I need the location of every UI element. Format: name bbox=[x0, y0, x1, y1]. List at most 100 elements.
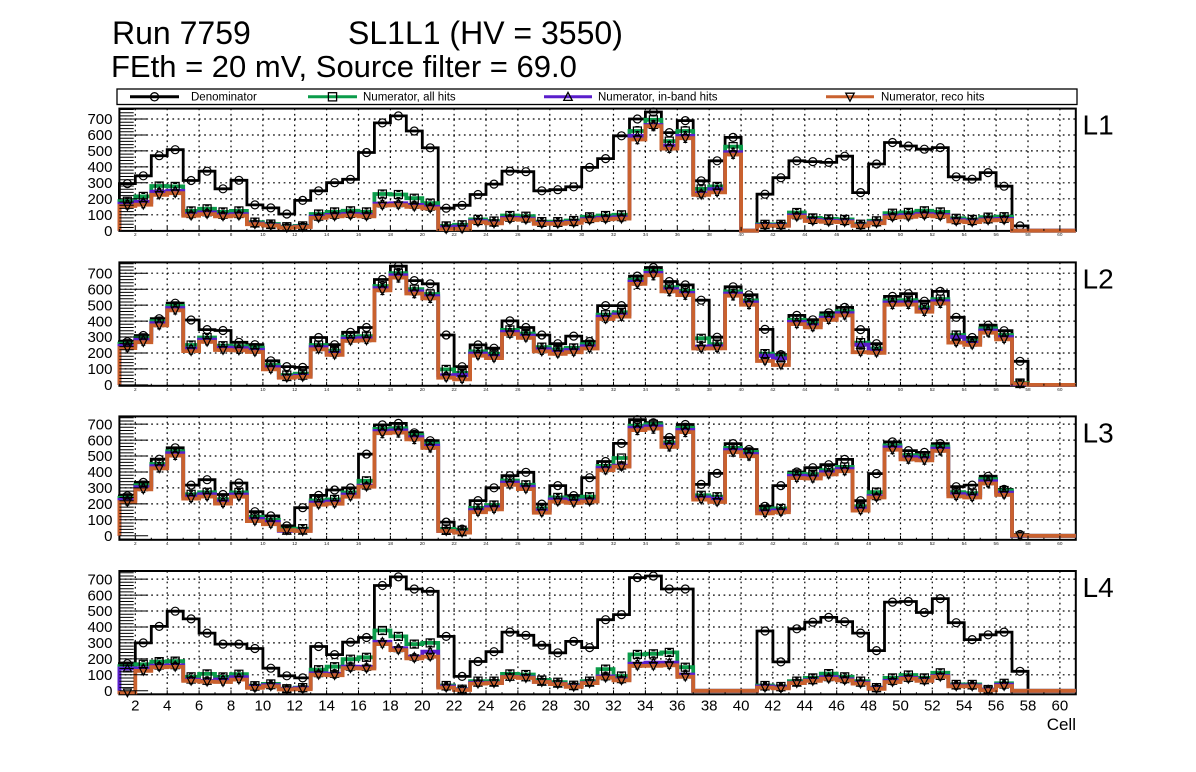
svg-text:8: 8 bbox=[227, 697, 235, 714]
svg-text:38: 38 bbox=[707, 232, 713, 237]
svg-text:42: 42 bbox=[770, 387, 776, 392]
svg-text:10: 10 bbox=[260, 387, 266, 392]
svg-text:56: 56 bbox=[993, 541, 999, 546]
svg-text:Numerator, all hits: Numerator, all hits bbox=[363, 92, 456, 104]
svg-text:2: 2 bbox=[134, 541, 137, 546]
svg-text:2: 2 bbox=[134, 232, 137, 237]
svg-text:6: 6 bbox=[195, 697, 203, 714]
svg-text:L1: L1 bbox=[1083, 110, 1114, 141]
svg-text:0: 0 bbox=[104, 683, 112, 700]
svg-text:44: 44 bbox=[802, 541, 808, 546]
svg-text:14: 14 bbox=[324, 232, 330, 237]
svg-text:44: 44 bbox=[796, 697, 813, 714]
svg-text:FEth = 20 mV, Source filter =: FEth = 20 mV, Source filter = 69.0 bbox=[111, 49, 577, 84]
svg-text:2: 2 bbox=[134, 387, 137, 392]
svg-text:30: 30 bbox=[573, 697, 590, 714]
svg-text:60: 60 bbox=[1057, 232, 1063, 237]
svg-text:600: 600 bbox=[87, 432, 112, 449]
svg-text:20: 20 bbox=[420, 232, 426, 237]
svg-text:20: 20 bbox=[420, 387, 426, 392]
svg-text:50: 50 bbox=[898, 232, 904, 237]
svg-text:36: 36 bbox=[669, 697, 686, 714]
svg-text:58: 58 bbox=[1025, 541, 1031, 546]
svg-text:32: 32 bbox=[605, 697, 622, 714]
svg-text:500: 500 bbox=[87, 448, 112, 465]
svg-text:700: 700 bbox=[87, 265, 112, 282]
svg-text:100: 100 bbox=[87, 512, 112, 529]
svg-text:46: 46 bbox=[828, 697, 845, 714]
svg-text:200: 200 bbox=[87, 651, 112, 668]
svg-text:16: 16 bbox=[356, 232, 362, 237]
svg-text:100: 100 bbox=[87, 207, 112, 224]
svg-text:60: 60 bbox=[1052, 697, 1069, 714]
svg-text:54: 54 bbox=[962, 541, 968, 546]
svg-text:200: 200 bbox=[87, 496, 112, 513]
svg-text:12: 12 bbox=[292, 541, 298, 546]
svg-text:500: 500 bbox=[87, 143, 112, 160]
svg-text:48: 48 bbox=[866, 387, 872, 392]
svg-text:4: 4 bbox=[166, 232, 169, 237]
svg-text:50: 50 bbox=[898, 541, 904, 546]
svg-text:36: 36 bbox=[675, 387, 681, 392]
svg-text:28: 28 bbox=[547, 232, 553, 237]
svg-text:58: 58 bbox=[1025, 387, 1031, 392]
svg-text:24: 24 bbox=[483, 232, 489, 237]
svg-text:54: 54 bbox=[962, 232, 968, 237]
svg-text:Run 7759: Run 7759 bbox=[112, 15, 251, 51]
svg-text:56: 56 bbox=[988, 697, 1005, 714]
svg-text:44: 44 bbox=[802, 232, 808, 237]
svg-text:32: 32 bbox=[611, 541, 617, 546]
svg-text:52: 52 bbox=[930, 541, 936, 546]
svg-text:30: 30 bbox=[579, 232, 585, 237]
svg-text:24: 24 bbox=[483, 541, 489, 546]
svg-text:14: 14 bbox=[324, 541, 330, 546]
svg-text:100: 100 bbox=[87, 361, 112, 378]
svg-text:8: 8 bbox=[230, 541, 233, 546]
svg-text:500: 500 bbox=[87, 297, 112, 314]
svg-text:0: 0 bbox=[104, 377, 112, 394]
svg-text:12: 12 bbox=[286, 697, 303, 714]
svg-text:24: 24 bbox=[483, 387, 489, 392]
svg-text:32: 32 bbox=[611, 232, 617, 237]
svg-text:500: 500 bbox=[87, 603, 112, 620]
svg-text:18: 18 bbox=[388, 541, 394, 546]
svg-text:56: 56 bbox=[993, 387, 999, 392]
svg-text:28: 28 bbox=[547, 541, 553, 546]
svg-text:58: 58 bbox=[1020, 697, 1037, 714]
svg-text:58: 58 bbox=[1025, 232, 1031, 237]
svg-text:4: 4 bbox=[166, 387, 169, 392]
svg-text:46: 46 bbox=[834, 387, 840, 392]
svg-text:400: 400 bbox=[87, 313, 112, 330]
svg-text:44: 44 bbox=[802, 387, 808, 392]
svg-text:10: 10 bbox=[260, 232, 266, 237]
svg-text:12: 12 bbox=[292, 387, 298, 392]
svg-text:Numerator, reco hits: Numerator, reco hits bbox=[881, 92, 985, 104]
svg-text:36: 36 bbox=[675, 232, 681, 237]
svg-text:300: 300 bbox=[87, 635, 112, 652]
svg-text:48: 48 bbox=[866, 232, 872, 237]
svg-text:300: 300 bbox=[87, 480, 112, 497]
svg-text:Denominator: Denominator bbox=[191, 92, 257, 104]
svg-text:50: 50 bbox=[892, 697, 909, 714]
svg-text:10: 10 bbox=[255, 697, 272, 714]
svg-text:30: 30 bbox=[579, 387, 585, 392]
svg-text:30: 30 bbox=[579, 541, 585, 546]
svg-text:4: 4 bbox=[166, 541, 169, 546]
svg-text:SL1L1 (HV = 3550): SL1L1 (HV = 3550) bbox=[348, 15, 623, 51]
svg-text:14: 14 bbox=[324, 387, 330, 392]
svg-text:54: 54 bbox=[962, 387, 968, 392]
svg-text:52: 52 bbox=[924, 697, 941, 714]
svg-text:300: 300 bbox=[87, 329, 112, 346]
svg-text:8: 8 bbox=[230, 232, 233, 237]
svg-text:36: 36 bbox=[675, 541, 681, 546]
svg-text:10: 10 bbox=[260, 541, 266, 546]
svg-text:L2: L2 bbox=[1083, 263, 1114, 294]
svg-text:600: 600 bbox=[87, 127, 112, 144]
svg-text:600: 600 bbox=[87, 281, 112, 298]
svg-text:28: 28 bbox=[541, 697, 558, 714]
svg-text:26: 26 bbox=[515, 541, 521, 546]
svg-text:0: 0 bbox=[104, 528, 112, 545]
svg-text:22: 22 bbox=[446, 697, 463, 714]
svg-text:42: 42 bbox=[765, 697, 782, 714]
svg-text:700: 700 bbox=[87, 416, 112, 433]
